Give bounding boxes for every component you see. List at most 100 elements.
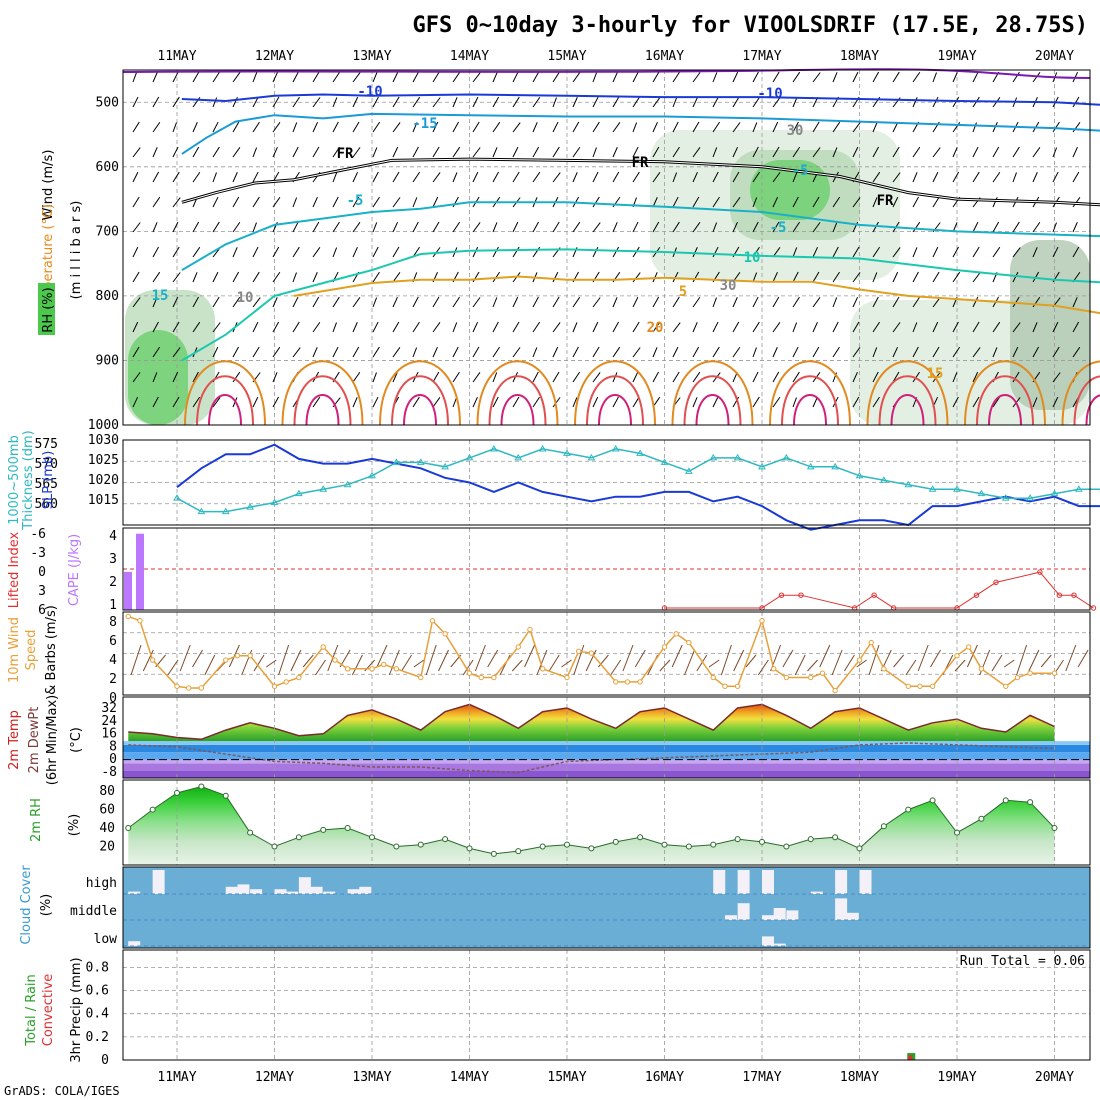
wind-barb <box>232 147 241 158</box>
wind-barb <box>212 346 219 358</box>
wind-barb <box>812 246 819 258</box>
wind-speed-point <box>771 666 777 672</box>
axis-label-part: (°C) <box>69 727 84 753</box>
wind-barb <box>745 654 757 668</box>
wind-speed-point <box>661 644 668 650</box>
wind-barb <box>752 96 761 108</box>
y-tick-label: 500 <box>96 95 119 110</box>
wind-speed-point <box>759 618 765 624</box>
wind-barb <box>792 71 801 83</box>
wind-barb <box>592 222 601 233</box>
wind-barb <box>852 71 859 83</box>
wind-barb <box>572 296 581 308</box>
y-tick-label: 0.8 <box>86 960 109 975</box>
thickness-marker <box>221 507 230 515</box>
wind-speed-point <box>137 618 143 624</box>
thickness-marker <box>538 444 547 452</box>
wind-barb <box>632 321 640 333</box>
wind-barb <box>172 171 180 183</box>
wind-barb <box>132 346 140 358</box>
cloud-bar-high <box>310 886 323 894</box>
wind-barb <box>852 296 859 308</box>
wind-barb <box>172 321 180 333</box>
wind-barb <box>572 322 578 333</box>
wind-barb <box>252 171 259 183</box>
rh-point <box>247 829 254 836</box>
rh-area <box>128 786 1055 865</box>
wind-barb <box>952 72 958 83</box>
wind-barb <box>432 322 441 333</box>
wind-barb <box>592 372 601 383</box>
wind-barb <box>392 122 401 133</box>
wind-barb <box>932 96 939 108</box>
axis-label-part: CAPE (J/kg) <box>67 534 82 606</box>
cloud-bar-middle <box>737 903 750 920</box>
wind-barb <box>672 296 680 308</box>
wind-barb <box>332 97 338 108</box>
cloud-bar-high <box>762 870 774 894</box>
wind-barb <box>552 346 559 358</box>
wind-barb <box>1052 396 1059 408</box>
x-tick-label-top: 14MAY <box>450 49 489 64</box>
cloud-bar-middle <box>846 912 859 920</box>
wind-speed-point <box>478 674 484 681</box>
wind-barb <box>132 196 140 208</box>
wind-barb <box>472 397 478 408</box>
axis-label-part: SLP (mb) <box>41 451 56 510</box>
wind-barb <box>432 196 439 208</box>
temperature-contour-25 <box>488 375 547 426</box>
y-tick-label: 6 <box>109 634 117 649</box>
wind-barb <box>512 171 520 183</box>
freezing-level-inner <box>181 158 1100 206</box>
y-tick-label: 8 <box>109 739 117 754</box>
cloud-bar-middle <box>724 915 737 920</box>
wind-barb <box>672 71 680 83</box>
wind-barb <box>512 96 520 108</box>
wind-barb <box>252 121 260 133</box>
wind-barb <box>452 397 458 408</box>
wind-barb <box>872 296 879 308</box>
x-tick-label-top: 20MAY <box>1035 49 1074 64</box>
wind-barb <box>772 272 778 283</box>
wind-barb <box>172 246 180 258</box>
wind-barb <box>172 396 180 408</box>
wind-barb <box>512 321 520 333</box>
thickness-marker <box>709 453 718 461</box>
wind-barb <box>732 122 741 133</box>
wind-barb <box>852 246 860 258</box>
thickness-marker <box>514 453 523 461</box>
wind-barb <box>452 97 458 108</box>
wind-barb <box>172 122 177 133</box>
rh-point <box>807 836 814 843</box>
wind-barb <box>152 96 160 108</box>
wind-barb <box>472 147 481 158</box>
y-tick-label-right: 1025 <box>88 453 119 468</box>
rh-point <box>417 841 424 848</box>
wind-barb <box>868 644 880 676</box>
wind-speed-line <box>128 615 1055 692</box>
wind-barb <box>1032 172 1038 183</box>
wind-barb <box>912 371 920 383</box>
y-tick-label: 0.2 <box>86 1030 109 1045</box>
cape-bar <box>124 571 132 610</box>
wind-barb <box>212 146 220 158</box>
wind-barb <box>972 122 977 133</box>
wind-speed-point <box>186 685 192 691</box>
panel-cloud <box>122 866 1091 949</box>
rh-point <box>564 841 570 848</box>
y-tick-label: 800 <box>96 289 119 304</box>
thickness-marker <box>416 458 425 465</box>
axis-label: Lifted Index <box>7 531 22 608</box>
wind-barb <box>832 72 838 83</box>
wind-barb <box>332 346 339 358</box>
wind-barb <box>892 71 900 83</box>
temperature-contour-25 <box>683 375 742 426</box>
wind-barb <box>592 196 600 208</box>
wind-barb <box>712 246 719 258</box>
axis-label-part: 2m RH <box>29 798 44 842</box>
wind-barb <box>272 246 280 258</box>
wind-barb <box>1012 172 1017 183</box>
wind-barb <box>292 321 300 333</box>
y-tick-label-left: 3 <box>38 584 46 599</box>
temperature-contour <box>181 93 1100 106</box>
